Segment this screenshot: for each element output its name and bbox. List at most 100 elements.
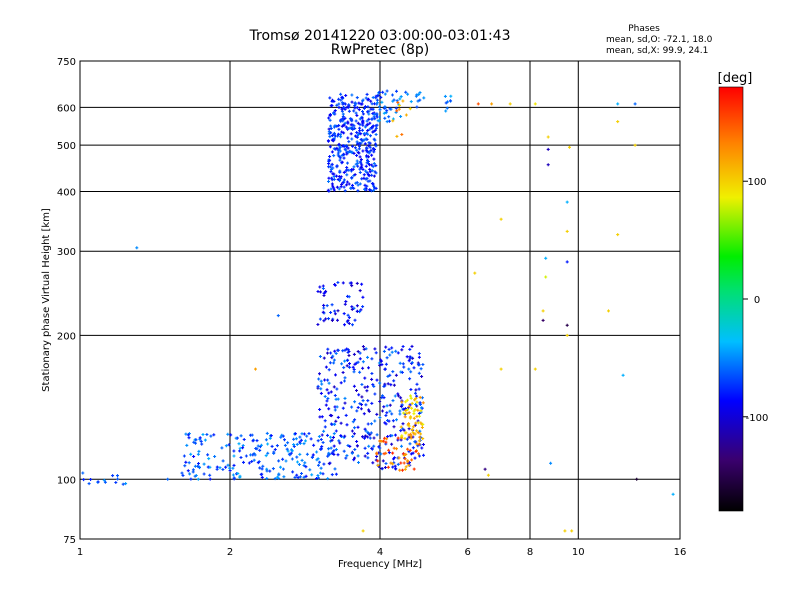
data-point bbox=[332, 452, 336, 456]
data-point bbox=[346, 313, 350, 317]
data-point bbox=[343, 121, 347, 125]
data-point bbox=[366, 432, 370, 435]
data-point bbox=[361, 345, 365, 348]
data-point bbox=[322, 356, 326, 360]
data-point bbox=[412, 412, 416, 416]
data-point bbox=[202, 462, 206, 466]
data-point bbox=[473, 271, 477, 275]
data-point bbox=[346, 294, 349, 298]
data-point bbox=[192, 440, 196, 444]
data-point bbox=[375, 433, 379, 437]
data-point bbox=[340, 107, 344, 111]
data-point bbox=[363, 454, 367, 458]
data-point bbox=[332, 444, 336, 448]
data-point bbox=[378, 400, 382, 403]
data-point bbox=[367, 141, 371, 145]
data-point bbox=[327, 407, 331, 411]
data-point bbox=[121, 482, 125, 486]
data-point bbox=[348, 150, 352, 154]
data-point bbox=[384, 345, 388, 349]
data-point bbox=[365, 92, 369, 96]
data-point bbox=[331, 166, 335, 170]
data-point bbox=[201, 433, 205, 436]
data-point bbox=[409, 452, 413, 456]
data-point bbox=[373, 392, 377, 396]
data-point bbox=[361, 399, 365, 403]
data-point bbox=[363, 183, 367, 187]
data-point bbox=[316, 323, 320, 326]
colorbar-ticks: 100 0 -100 bbox=[743, 177, 768, 424]
data-point bbox=[352, 432, 356, 436]
data-point bbox=[383, 384, 387, 388]
y-tick-label: 200 bbox=[57, 331, 76, 342]
data-point bbox=[345, 180, 349, 184]
data-point bbox=[389, 107, 393, 111]
data-point bbox=[350, 284, 354, 288]
data-point bbox=[374, 133, 378, 136]
data-point bbox=[399, 115, 403, 118]
data-point bbox=[317, 435, 321, 438]
data-point bbox=[399, 429, 403, 433]
y-tick-label: 500 bbox=[57, 141, 76, 152]
data-point bbox=[320, 382, 324, 386]
data-point bbox=[347, 103, 351, 107]
data-point bbox=[298, 452, 302, 456]
data-point bbox=[370, 372, 374, 375]
x-tick-label: 8 bbox=[527, 547, 533, 558]
data-point bbox=[317, 476, 320, 480]
data-point bbox=[352, 151, 356, 155]
data-point bbox=[293, 475, 297, 479]
data-point bbox=[358, 402, 362, 406]
data-point bbox=[409, 100, 413, 104]
data-point bbox=[356, 425, 360, 429]
data-point bbox=[399, 438, 403, 442]
data-point bbox=[281, 457, 285, 461]
data-point bbox=[319, 466, 323, 470]
data-point bbox=[318, 460, 321, 464]
data-point bbox=[339, 119, 343, 123]
data-point bbox=[391, 462, 395, 466]
data-point bbox=[499, 217, 503, 221]
data-point bbox=[256, 461, 260, 465]
data-point bbox=[328, 96, 332, 100]
data-point bbox=[407, 411, 411, 415]
data-point bbox=[81, 471, 85, 475]
data-point bbox=[408, 442, 412, 446]
data-point bbox=[476, 102, 480, 106]
data-point bbox=[286, 441, 290, 445]
data-point bbox=[401, 99, 405, 103]
data-point bbox=[355, 409, 359, 413]
data-point bbox=[362, 347, 366, 351]
data-point bbox=[321, 287, 325, 290]
data-point bbox=[359, 132, 363, 136]
data-point bbox=[353, 173, 357, 177]
data-point bbox=[549, 461, 553, 465]
data-point bbox=[344, 94, 348, 97]
data-point bbox=[358, 123, 362, 127]
data-point bbox=[621, 373, 625, 377]
data-point bbox=[360, 102, 364, 106]
data-point bbox=[189, 477, 193, 481]
data-point bbox=[411, 451, 415, 455]
data-point bbox=[360, 383, 364, 386]
data-point bbox=[335, 146, 339, 150]
data-point bbox=[397, 107, 401, 111]
data-point bbox=[350, 137, 354, 141]
data-point bbox=[196, 477, 200, 481]
data-point bbox=[384, 451, 388, 455]
data-point bbox=[352, 165, 356, 169]
data-point bbox=[544, 275, 548, 279]
data-point bbox=[364, 177, 368, 181]
data-point bbox=[333, 349, 337, 353]
data-point bbox=[402, 428, 406, 432]
data-point bbox=[378, 416, 382, 420]
data-point bbox=[372, 147, 376, 151]
data-point bbox=[242, 460, 245, 464]
data-point bbox=[323, 425, 327, 429]
data-point bbox=[416, 363, 420, 367]
data-point bbox=[319, 438, 323, 441]
data-point bbox=[318, 355, 322, 358]
data-point bbox=[194, 438, 198, 442]
data-point bbox=[385, 437, 389, 441]
data-point bbox=[410, 406, 414, 410]
